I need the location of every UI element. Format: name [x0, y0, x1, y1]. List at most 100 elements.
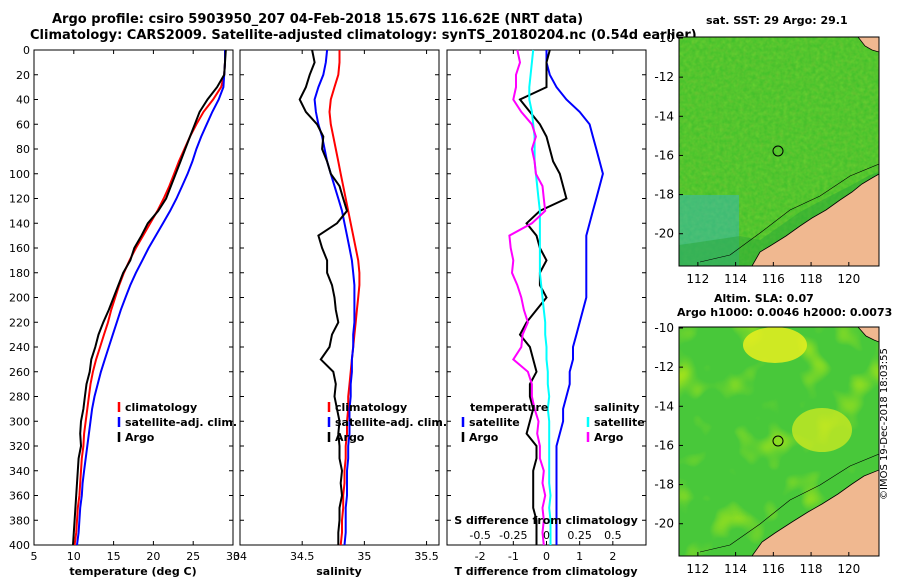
- salinity-panel-xtick-label: 35: [357, 550, 371, 563]
- temperature-legend-label: satellite-adj. clim.: [125, 416, 237, 429]
- salinity-legend-label: climatology: [335, 401, 407, 414]
- temperature-legend-label: Argo: [125, 431, 155, 444]
- sla-lon-label: 120: [837, 562, 860, 576]
- sst-lon-label: 114: [724, 272, 747, 286]
- salinity-legend-label: satellite-adj. clim.: [335, 416, 447, 429]
- depth-tick-label: 100: [9, 168, 30, 181]
- diff-s-tick-label: -0.5: [469, 529, 490, 542]
- temperature-panel-xtick-label: 10: [67, 550, 81, 563]
- temperature-panel: 5 10 15 20 25 3002040608010012014016018020022…: [9, 44, 240, 578]
- diff-s-tick-label: 0.5: [604, 529, 622, 542]
- difference-panel-xtick-label: 1: [576, 550, 583, 563]
- sst-lat-label: -12: [654, 70, 674, 84]
- temperature-panel-xtick-label: 15: [107, 550, 121, 563]
- sla-lat-label: -12: [654, 360, 674, 374]
- difference-panel-xtick-label: 2: [609, 550, 616, 563]
- sst-map-frame: [678, 36, 880, 267]
- sst-lon-label: 120: [837, 272, 860, 286]
- sst-lon-label: 118: [800, 272, 823, 286]
- sla-lon-label: 118: [800, 562, 823, 576]
- diff-s-tick-label: -0.25: [499, 529, 527, 542]
- depth-tick-label: 360: [9, 490, 30, 503]
- temperature-panel-xtick-label: 5: [31, 550, 38, 563]
- sla-high-patch: [743, 327, 807, 363]
- diff-series-s-argo: [508, 49, 547, 546]
- main-title: Argo profile: csiro 5903950_207 04-Feb-2…: [52, 12, 584, 27]
- diff-s-tick-label: 0.25: [567, 529, 592, 542]
- sst-land-north: [857, 37, 879, 53]
- depth-tick-label: 180: [9, 267, 30, 280]
- temperature-series-argo: [72, 49, 227, 546]
- sla-map-frame: [678, 326, 880, 557]
- sst-lon-label: 116: [762, 272, 785, 286]
- salinity-panel-xtick-label: 34: [233, 550, 247, 563]
- difference-panel-xtick-label: 0: [543, 550, 550, 563]
- depth-tick-label: 80: [16, 143, 30, 156]
- temperature-panel-xtick-label: 30: [226, 550, 240, 563]
- salinity-panel-xtick-label: 34.5: [290, 550, 315, 563]
- sla-lat-label: -18: [654, 478, 674, 492]
- sla-lat-label: -14: [654, 399, 674, 413]
- temperature-xlabel: temperature (deg C): [69, 565, 196, 578]
- sla-lat-label: -10: [654, 321, 674, 335]
- salinity-series-climatology: [328, 50, 361, 546]
- temperature-panel-xtick-label: 20: [146, 550, 160, 563]
- depth-tick-label: 20: [16, 69, 30, 82]
- depth-tick-label: 0: [23, 44, 30, 57]
- depth-tick-label: 340: [9, 465, 30, 478]
- depth-tick-label: 160: [9, 242, 30, 255]
- sla-map-subtitle: Argo h1000: 0.0046 h2000: 0.0073: [677, 306, 893, 319]
- depth-tick-label: 260: [9, 366, 30, 379]
- sla-land-north: [857, 327, 879, 343]
- depth-tick-label: 220: [9, 316, 30, 329]
- sst-argo-marker: [772, 145, 784, 157]
- salinity-panel-xtick-label: 35.5: [414, 550, 439, 563]
- salinity-legend-label: Argo: [335, 431, 365, 444]
- sla-lat-label: -16: [654, 438, 674, 452]
- depth-tick-label: 120: [9, 193, 30, 206]
- sst-lat-label: -10: [654, 31, 674, 45]
- sst-lat-label: -18: [654, 188, 674, 202]
- diff-series-t-argo: [518, 49, 568, 545]
- depth-tick-label: 380: [9, 514, 30, 527]
- depth-tick-label: 320: [9, 440, 30, 453]
- diff-top-xlabel: S difference from climatology: [454, 514, 638, 527]
- sst-lat-label: -14: [654, 109, 674, 123]
- map-axes: 112 114 116 118 120 -10 -12 -14 -16 -18 -20 112 114 1…: [654, 31, 860, 576]
- sla-map: [679, 327, 879, 556]
- diff-legend-salinity-label: Argo: [594, 431, 624, 444]
- sla-argo-marker: [772, 435, 784, 447]
- sst-lon-label: 112: [686, 272, 709, 286]
- diff-series-t-satellite: [545, 50, 604, 545]
- depth-tick-label: 300: [9, 415, 30, 428]
- sst-map: [679, 37, 879, 266]
- sla-lon-label: 112: [686, 562, 709, 576]
- salinity-xlabel: salinity: [316, 565, 362, 578]
- salinity-series-argo: [298, 49, 349, 545]
- sla-high-patch-2: [792, 408, 852, 452]
- difference-panel-xtick-label: -1: [508, 550, 519, 563]
- depth-tick-label: 40: [16, 94, 30, 107]
- sst-lat-label: -20: [654, 227, 674, 241]
- sla-map-title: Altim. SLA: 0.07: [714, 292, 814, 305]
- sla-bathymetry-contour: [699, 453, 879, 553]
- depth-tick-label: 240: [9, 341, 30, 354]
- depth-tick-label: 200: [9, 292, 30, 305]
- sla-lon-label: 114: [724, 562, 747, 576]
- depth-tick-label: 140: [9, 217, 30, 230]
- sst-bathymetry-contour: [699, 163, 879, 263]
- sla-lat-label: -20: [654, 517, 674, 531]
- diff-s-tick-label: 0: [543, 529, 550, 542]
- diff-legend-temperature-label: Argo: [469, 431, 499, 444]
- sla-lon-label: 116: [762, 562, 785, 576]
- difference-xlabel: T difference from climatology: [454, 565, 637, 578]
- diff-legend-temperature-label: satellite: [469, 416, 520, 429]
- diff-legend-title-left: temperature: [470, 401, 548, 414]
- depth-tick-label: 60: [16, 118, 30, 131]
- difference-panel: -2 -1 0 1 2 temperature satellite Argo salinity s…: [446, 49, 647, 578]
- salinity-panel-frame: [239, 49, 440, 546]
- sst-land: [751, 173, 879, 266]
- temperature-series-satellite-adj--clim-: [76, 50, 226, 546]
- sla-land: [751, 469, 879, 556]
